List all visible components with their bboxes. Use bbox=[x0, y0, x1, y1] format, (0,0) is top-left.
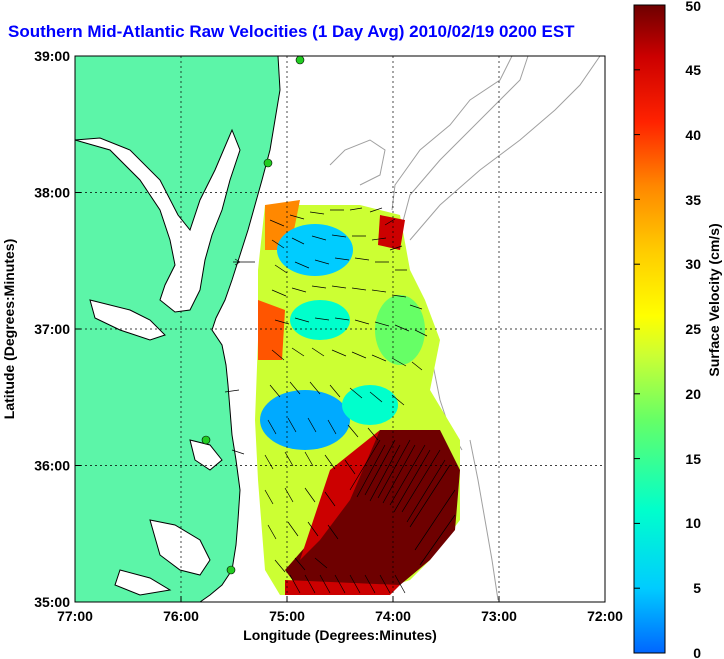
colorbar-tick-label: 0 bbox=[693, 645, 701, 659]
y-tick-label: 35:00 bbox=[34, 594, 70, 610]
colorbar-tick-label: 50 bbox=[685, 0, 701, 14]
colorbar-tick-label: 10 bbox=[685, 515, 701, 531]
y-axis-title: Latitude (Degrees:Minutes) bbox=[1, 239, 17, 419]
x-tick-label: 72:00 bbox=[587, 608, 623, 624]
x-tick-label: 75:00 bbox=[269, 608, 305, 624]
x-tick-label: 76:00 bbox=[163, 608, 199, 624]
coastal-stations bbox=[201, 56, 305, 575]
colorbar-tick-label: 45 bbox=[685, 62, 701, 78]
colorbar-tick-label: 30 bbox=[685, 256, 701, 272]
y-tick-label: 36:00 bbox=[34, 458, 70, 474]
y-tick-label: 37:00 bbox=[34, 321, 70, 337]
x-tick-label: 77:00 bbox=[57, 608, 93, 624]
colorbar-tick-label: 5 bbox=[693, 580, 701, 596]
x-axis-title: Longitude (Degrees:Minutes) bbox=[243, 627, 437, 643]
velocity-field bbox=[255, 200, 460, 595]
x-tick-label: 73:00 bbox=[481, 608, 517, 624]
axis-ticks bbox=[75, 192, 500, 602]
colorbar-tick-label: 15 bbox=[685, 451, 701, 467]
y-tick-labels: 39:00 38:00 37:00 36:00 35:00 bbox=[34, 48, 70, 610]
colorbar-tick-label: 25 bbox=[685, 321, 701, 337]
grid-lines bbox=[75, 56, 605, 602]
colorbar: 50 45 40 35 30 25 20 15 10 5 0 Surface V… bbox=[633, 0, 722, 659]
x-tick-labels: 77:00 76:00 75:00 74:00 73:00 72:00 bbox=[57, 608, 623, 624]
bay-water bbox=[75, 128, 241, 596]
y-tick-label: 38:00 bbox=[34, 185, 70, 201]
map-title: Southern Mid-Atlantic Raw Velocities (1 … bbox=[8, 22, 575, 41]
velocity-vectors bbox=[224, 207, 456, 594]
colorbar-tick-label: 20 bbox=[685, 386, 701, 402]
y-tick-label: 39:00 bbox=[34, 48, 70, 64]
colorbar-tick-label: 40 bbox=[685, 127, 701, 143]
colorbar-tick-label: 35 bbox=[685, 192, 701, 208]
colorbar-title: Surface Velocity (cm/s) bbox=[706, 223, 722, 376]
x-tick-label: 74:00 bbox=[375, 608, 411, 624]
